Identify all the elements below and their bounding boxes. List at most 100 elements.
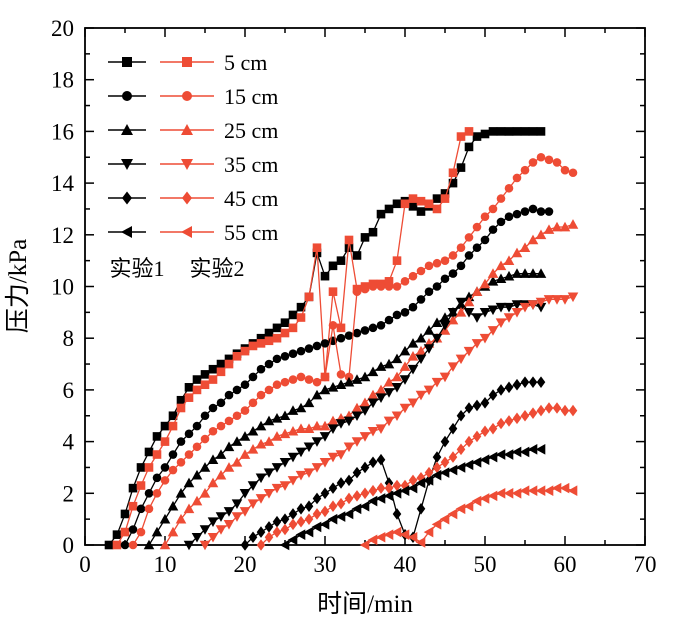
diamond-marker xyxy=(304,500,314,513)
circle-marker xyxy=(376,320,386,330)
y-tick-label: 2 xyxy=(63,481,75,506)
triangle-down-marker xyxy=(391,383,403,393)
triangle-left-marker xyxy=(295,529,306,540)
triangle-down-marker xyxy=(239,507,251,517)
diamond-marker xyxy=(504,381,514,394)
triangle-up-marker xyxy=(375,361,387,371)
square-marker xyxy=(272,333,282,343)
triangle-down-marker xyxy=(367,426,379,437)
circle-marker xyxy=(512,209,522,219)
triangle-up-marker xyxy=(311,389,323,400)
triangle-up-marker xyxy=(367,389,379,400)
triangle-left-marker xyxy=(121,226,132,238)
diamond-marker xyxy=(496,384,506,396)
diamond-marker xyxy=(336,477,346,489)
square-marker xyxy=(488,127,498,136)
triangle-up-marker xyxy=(335,379,347,390)
triangle-down-marker xyxy=(383,388,395,398)
triangle-down-marker xyxy=(535,297,547,308)
square-marker xyxy=(536,127,546,136)
triangle-up-marker xyxy=(191,469,203,480)
square-marker xyxy=(256,339,266,348)
diamond-marker xyxy=(472,399,482,412)
circle-marker xyxy=(440,256,450,265)
triangle-up-marker xyxy=(303,397,315,408)
triangle-down-marker xyxy=(407,398,419,409)
triangle-up-marker xyxy=(495,273,507,284)
square-marker xyxy=(216,359,226,369)
diamond-marker xyxy=(376,453,386,466)
triangle-down-marker xyxy=(479,308,491,318)
circle-marker xyxy=(424,261,434,271)
circle-marker xyxy=(192,421,202,431)
triangle-down-marker xyxy=(327,452,339,463)
legend-group1-label: 实验1 xyxy=(109,256,164,281)
diamond-marker xyxy=(296,503,306,515)
square-marker xyxy=(200,370,210,379)
triangle-up-marker xyxy=(199,488,211,498)
diamond-marker xyxy=(296,515,306,528)
y-axis-title: 压力/kPa xyxy=(4,239,32,333)
diamond-marker xyxy=(440,456,450,469)
triangle-down-marker xyxy=(511,308,523,318)
x-tick-label: 60 xyxy=(554,552,577,577)
triangle-down-marker xyxy=(279,481,291,491)
legend-row: 25 cm xyxy=(108,118,278,143)
triangle-left-marker xyxy=(415,537,426,548)
circle-marker xyxy=(528,204,538,214)
diamond-marker xyxy=(280,513,290,525)
triangle-left-marker xyxy=(415,477,426,489)
legend-entry-label: 5 cm xyxy=(224,50,267,75)
series-15cm-exp2 xyxy=(128,152,578,550)
diamond-marker xyxy=(536,404,546,417)
triangle-left-marker xyxy=(383,529,394,540)
triangle-up-marker xyxy=(415,345,427,356)
square-marker xyxy=(122,57,132,67)
triangle-down-marker xyxy=(199,525,211,535)
circle-marker xyxy=(184,450,194,459)
circle-marker xyxy=(256,390,266,400)
triangle-up-marker xyxy=(535,268,547,278)
triangle-up-marker xyxy=(215,469,227,480)
triangle-up-marker xyxy=(519,268,531,278)
diamond-marker xyxy=(440,435,450,448)
diamond-marker xyxy=(560,404,570,417)
triangle-down-marker xyxy=(271,483,283,494)
triangle-down-marker xyxy=(519,302,531,313)
triangle-down-marker xyxy=(535,302,547,313)
circle-marker xyxy=(368,282,378,291)
triangle-up-marker xyxy=(279,410,291,421)
diamond-marker xyxy=(182,191,192,205)
square-marker xyxy=(456,163,466,172)
square-marker xyxy=(464,127,474,136)
triangle-up-marker xyxy=(343,376,355,387)
diamond-marker xyxy=(552,402,562,414)
triangle-down-marker xyxy=(455,354,467,365)
diamond-marker xyxy=(312,508,322,520)
triangle-up-marker xyxy=(543,224,555,234)
triangle-down-marker xyxy=(399,375,411,385)
circle-marker xyxy=(416,266,426,276)
triangle-down-marker xyxy=(543,295,555,305)
triangle-down-marker xyxy=(287,476,299,486)
triangle-down-marker xyxy=(471,339,483,349)
triangle-up-marker xyxy=(181,124,193,135)
circle-marker xyxy=(120,540,130,550)
square-marker xyxy=(360,233,370,242)
triangle-left-marker xyxy=(367,534,378,546)
diamond-marker xyxy=(122,191,132,205)
triangle-up-marker xyxy=(247,425,259,436)
circle-marker xyxy=(224,390,234,400)
circle-marker xyxy=(560,165,570,175)
y-tick-label: 8 xyxy=(63,326,75,351)
triangle-down-marker xyxy=(247,499,259,509)
triangle-down-marker xyxy=(207,517,219,528)
triangle-down-marker xyxy=(463,346,475,357)
circle-marker xyxy=(280,377,290,387)
legend-entry-label: 25 cm xyxy=(224,118,278,143)
square-marker xyxy=(288,310,298,320)
circle-marker xyxy=(272,354,282,364)
circle-marker xyxy=(224,416,234,426)
diamond-marker xyxy=(392,479,402,492)
triangle-up-marker xyxy=(367,366,379,377)
